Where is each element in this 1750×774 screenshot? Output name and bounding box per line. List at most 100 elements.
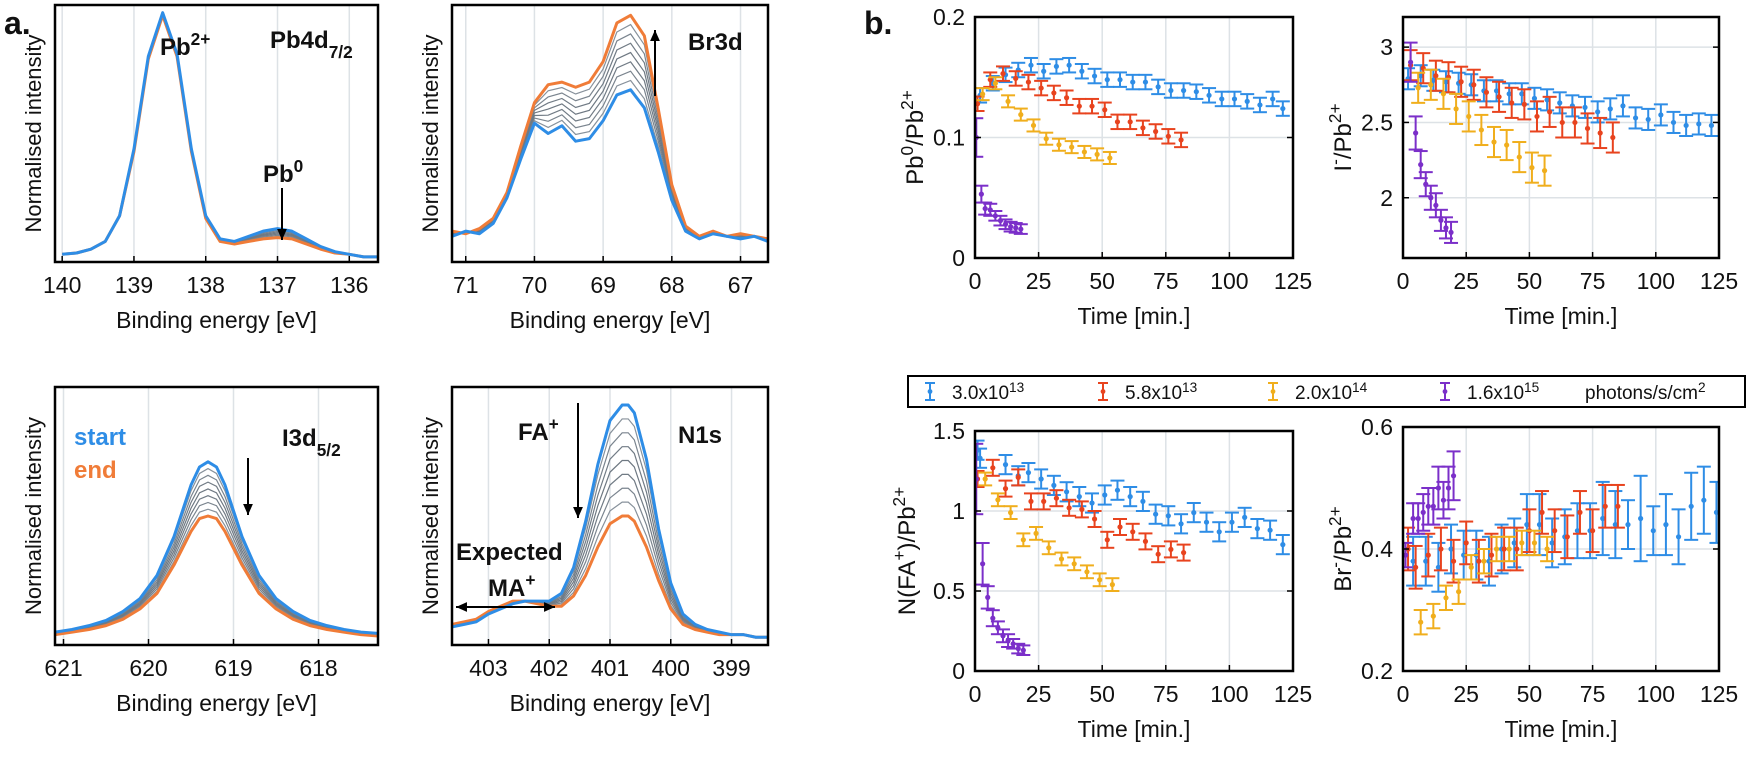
data-point [1008, 509, 1014, 516]
y-axis-label: Normalised intensity [418, 34, 443, 232]
data-point [1506, 546, 1512, 552]
data-point [1002, 221, 1009, 227]
data-point [1063, 489, 1070, 495]
plot-area [1403, 450, 1719, 636]
data-point [1595, 109, 1601, 115]
data-point [1448, 546, 1454, 552]
data-point [1610, 134, 1616, 141]
data-point [1612, 522, 1618, 528]
data-point [1020, 537, 1026, 543]
legend-item: 5.8x1013 [1098, 380, 1197, 404]
data-point [1650, 528, 1656, 534]
data-point [990, 615, 996, 621]
data-point [1140, 498, 1146, 504]
x-tick-label: 25 [1453, 681, 1479, 707]
data-point [1130, 79, 1136, 85]
data-point [978, 191, 984, 197]
legend-point-icon [927, 389, 933, 394]
y-tick-label: 0 [952, 658, 965, 684]
spectrum-panel-2: 621 620 619 618 Binding energy [eV] Normalise… [21, 385, 380, 716]
text-part: Expected [456, 539, 563, 566]
x-tick-label: 75 [1580, 681, 1606, 707]
plot-area [452, 13, 768, 243]
text-part: 2 [1698, 380, 1706, 395]
text-part: - [1325, 562, 1345, 568]
plot-area [975, 56, 1290, 235]
ratio-panel-7: 0 25 50 75 100 125 Time [min.] 0.2 0.4 0.6 Br-/Pb2… [1325, 414, 1738, 742]
data-point [1000, 71, 1006, 77]
data-point [995, 497, 1001, 503]
data-point [1521, 101, 1527, 107]
data-point [1435, 485, 1441, 491]
data-point [1531, 540, 1538, 546]
data-point [1418, 73, 1424, 79]
data-point [1114, 487, 1121, 493]
annotation: N1s [678, 422, 722, 449]
x-axis-label: Time [min.] [1078, 716, 1191, 742]
data-point [1051, 90, 1057, 96]
data-point [1683, 122, 1689, 129]
data-point [1696, 121, 1702, 127]
data-point [980, 91, 986, 97]
data-point [1142, 538, 1149, 545]
series-1 [1403, 49, 1620, 154]
data-point [1407, 59, 1414, 65]
data-point [1670, 119, 1677, 126]
data-point [1076, 494, 1082, 500]
series-3 [1403, 450, 1461, 569]
data-point [1242, 514, 1248, 521]
data-point [1602, 503, 1608, 509]
text-part: Br3d [688, 29, 743, 56]
text-part: 2+ [191, 29, 211, 49]
data-point [1206, 92, 1212, 98]
x-tick-label: 100 [1210, 268, 1248, 294]
data-point [1280, 105, 1286, 112]
data-point [1097, 577, 1103, 583]
series-1 [975, 458, 1191, 564]
data-point [1081, 149, 1087, 155]
axes-frame [53, 385, 380, 647]
text-part: 7/2 [329, 42, 353, 62]
data-point [1084, 569, 1090, 575]
data-point [1544, 97, 1550, 103]
data-point [982, 476, 988, 482]
ratio-panel-6: 0 25 50 75 100 125 Time [min.] 0 0.5 1 1.5 N(FA+)/P… [889, 418, 1312, 742]
data-point [1413, 130, 1419, 136]
data-point [1181, 87, 1187, 94]
spectrum-panel-1: 71 70 69 68 67 Binding energy [eV] Normalised … [418, 3, 770, 333]
data-point [1443, 595, 1449, 601]
text-part: 2+ [889, 487, 909, 507]
legend-item: 2.0x1014 [1268, 380, 1368, 404]
data-point [1425, 552, 1431, 558]
x-tick-label: 50 [1089, 681, 1115, 707]
x-tick-label: 136 [330, 272, 368, 298]
series-3 [1403, 41, 1459, 244]
data-point [1481, 558, 1487, 564]
data-point [1005, 98, 1011, 104]
annotation: start [74, 424, 126, 451]
y-tick-label: 0.5 [933, 578, 965, 604]
plot-area [62, 11, 378, 259]
data-point [1127, 119, 1133, 125]
data-point [1466, 113, 1472, 120]
text-part: N1s [678, 422, 722, 449]
x-tick-label: 399 [712, 655, 750, 681]
data-point [1701, 497, 1707, 503]
y-tick-label: 0.4 [1361, 536, 1393, 562]
data-point [1002, 486, 1009, 492]
y-tick-label: 0.1 [933, 125, 965, 151]
data-point [1438, 217, 1444, 223]
data-point [1471, 82, 1477, 88]
data-point [1193, 89, 1199, 95]
data-point [1038, 476, 1044, 482]
x-tick-label: 75 [1153, 268, 1179, 294]
x-tick-label: 401 [591, 655, 629, 681]
x-tick-label: 25 [1026, 681, 1052, 707]
plot-area [975, 439, 1290, 656]
x-tick-label: 125 [1274, 681, 1312, 707]
legend-base: 5.8x10 [1125, 383, 1182, 404]
data-point [1597, 130, 1603, 136]
text-part: Br [1330, 568, 1357, 592]
data-point [1488, 552, 1495, 558]
